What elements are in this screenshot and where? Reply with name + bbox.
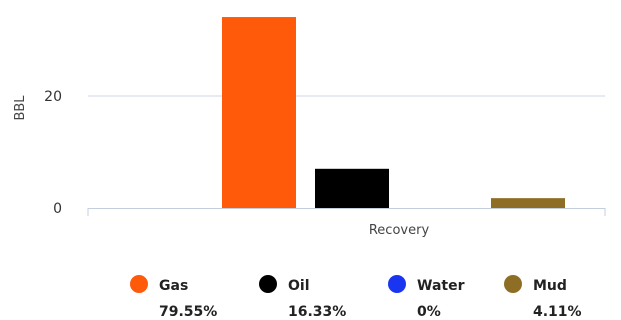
axis-layer: 0 20 — [44, 89, 606, 217]
y-axis-label: BBL — [13, 95, 28, 121]
bar-gas[interactable] — [222, 17, 296, 209]
legend-percent-oil: 16.33% — [288, 304, 346, 320]
legend-marker-oil — [259, 275, 277, 293]
legend-marker-mud — [504, 275, 522, 293]
legend-item-water[interactable]: Water 0% — [388, 275, 465, 320]
legend-item-oil[interactable]: Oil 16.33% — [259, 275, 346, 320]
y-tick-label-0: 0 — [53, 201, 62, 217]
legend-marker-gas — [130, 275, 148, 293]
legend-item-mud[interactable]: Mud 4.11% — [504, 275, 582, 320]
bar-mud[interactable] — [491, 198, 565, 208]
y-tick-label-20: 20 — [44, 89, 62, 105]
legend-label-gas: Gas — [159, 278, 188, 294]
legend-label-water: Water — [417, 278, 465, 294]
legend: Gas 79.55% Oil 16.33% Water 0% Mud 4.11% — [130, 275, 582, 320]
bar-oil[interactable] — [315, 168, 389, 208]
legend-marker-water — [388, 275, 406, 293]
legend-label-mud: Mud — [533, 278, 567, 294]
legend-percent-water: 0% — [417, 304, 441, 320]
legend-label-oil: Oil — [288, 278, 310, 294]
legend-percent-gas: 79.55% — [159, 304, 217, 320]
bar-layer — [222, 17, 565, 209]
legend-percent-mud: 4.11% — [533, 304, 582, 320]
legend-item-gas[interactable]: Gas 79.55% — [130, 275, 217, 320]
category-label-recovery: Recovery — [369, 223, 430, 238]
